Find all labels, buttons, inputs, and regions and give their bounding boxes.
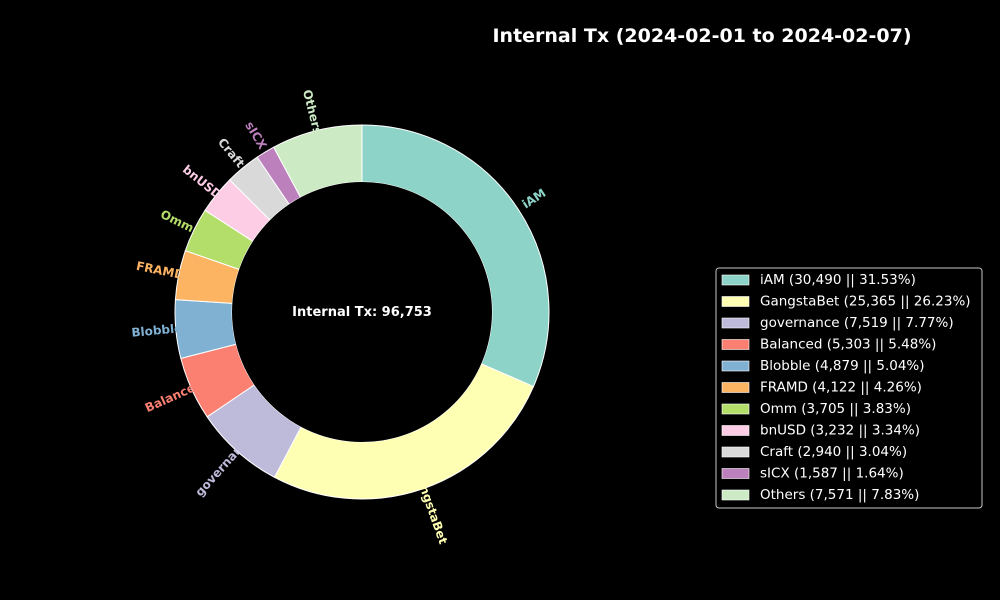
legend-label-blobble: Blobble (4,879 || 5.04%) — [760, 358, 925, 374]
legend-swatch-craft — [722, 447, 749, 457]
legend: iAM (30,490 || 31.53%) GangstaBet (25,365… — [716, 268, 982, 508]
legend-swatch-others — [722, 490, 749, 500]
legend-label-craft: Craft (2,940 || 3.04%) — [760, 444, 907, 460]
legend-swatch-balanced — [722, 340, 749, 350]
legend-swatch-iam — [722, 275, 749, 285]
legend-label-gangstabet: GangstaBet (25,365 || 26.23%) — [760, 294, 971, 310]
slice-label-bnusd: bnUSD — [180, 162, 224, 202]
legend-swatch-gangstabet — [722, 297, 749, 307]
slice-label-omm: Omm — [158, 207, 196, 235]
chart-title: Internal Tx (2024-02-01 to 2024-02-07) — [492, 25, 911, 47]
slice-label-others: Others — [300, 88, 325, 136]
center-total-label: Internal Tx: 96,753 — [292, 305, 432, 320]
slice-label-blobble: Blobble — [131, 321, 183, 340]
legend-label-omm: Omm (3,705 || 3.83%) — [760, 401, 911, 417]
legend-label-sicx: sICX (1,587 || 1.64%) — [760, 466, 904, 482]
legend-label-balanced: Balanced (5,303 || 5.48%) — [760, 337, 936, 353]
slice-label-sicx: sICX — [242, 119, 270, 152]
legend-swatch-omm — [722, 404, 749, 414]
legend-label-iam: iAM (30,490 || 31.53%) — [760, 272, 916, 288]
slice-label-craft: Craft — [215, 135, 247, 170]
legend-label-bnusd: bnUSD (3,232 || 3.34%) — [760, 423, 920, 439]
legend-swatch-sicx — [722, 469, 749, 479]
slice-label-governance: governance — [192, 431, 255, 499]
slice-label-framd: FRAMD — [135, 259, 185, 282]
legend-label-others: Others (7,571 || 7.83%) — [760, 487, 919, 503]
legend-swatch-blobble — [722, 361, 749, 371]
slice-label-iam: iAM — [520, 186, 549, 212]
legend-label-governance: governance (7,519 || 7.77%) — [760, 315, 954, 331]
legend-swatch-bnusd — [722, 426, 749, 436]
legend-swatch-governance — [722, 318, 749, 328]
legend-label-framd: FRAMD (4,122 || 4.26%) — [760, 380, 922, 396]
legend-swatch-framd — [722, 383, 749, 393]
